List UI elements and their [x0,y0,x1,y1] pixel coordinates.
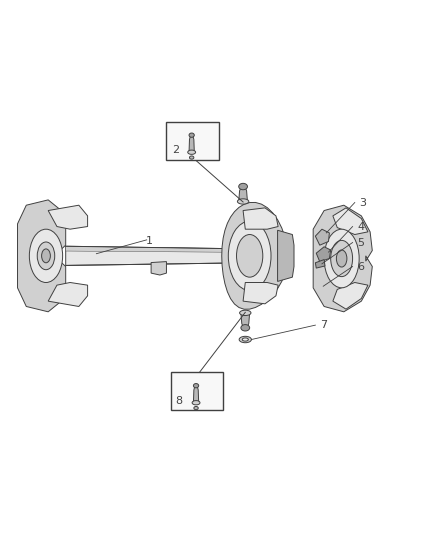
Polygon shape [278,230,294,281]
Ellipse shape [240,310,251,316]
Text: 5: 5 [357,238,364,247]
Polygon shape [333,208,368,235]
Ellipse shape [331,240,353,277]
Ellipse shape [239,183,247,190]
Bar [166,122,219,160]
Text: 2: 2 [172,146,179,155]
Polygon shape [243,208,278,229]
Bar [171,372,223,410]
Ellipse shape [242,338,248,341]
Ellipse shape [188,150,196,155]
Polygon shape [241,313,250,327]
Ellipse shape [336,250,347,267]
Polygon shape [18,200,66,312]
Ellipse shape [237,235,263,277]
Ellipse shape [324,229,359,288]
Polygon shape [48,205,88,229]
Text: 3: 3 [359,198,366,207]
Ellipse shape [194,384,199,388]
Ellipse shape [29,229,63,282]
Polygon shape [333,282,368,309]
Text: 8: 8 [175,396,182,406]
Polygon shape [194,387,199,403]
Ellipse shape [37,242,55,270]
Polygon shape [66,246,263,265]
Text: 6: 6 [357,262,364,271]
Polygon shape [48,282,88,306]
Polygon shape [222,203,287,309]
Ellipse shape [192,401,200,405]
Polygon shape [316,247,331,262]
Ellipse shape [42,249,50,263]
Ellipse shape [237,199,249,204]
Polygon shape [313,205,372,312]
Ellipse shape [239,336,251,343]
Ellipse shape [190,156,194,159]
Text: 7: 7 [320,320,327,330]
Polygon shape [243,282,278,304]
Polygon shape [151,262,166,275]
Text: 1: 1 [145,236,152,246]
Polygon shape [239,188,247,201]
Polygon shape [189,136,194,152]
Ellipse shape [241,325,250,331]
Polygon shape [315,229,329,245]
Ellipse shape [228,221,271,290]
Ellipse shape [189,133,194,138]
Text: 4: 4 [357,222,364,231]
Polygon shape [315,260,325,268]
Polygon shape [66,246,263,253]
Ellipse shape [194,407,198,410]
